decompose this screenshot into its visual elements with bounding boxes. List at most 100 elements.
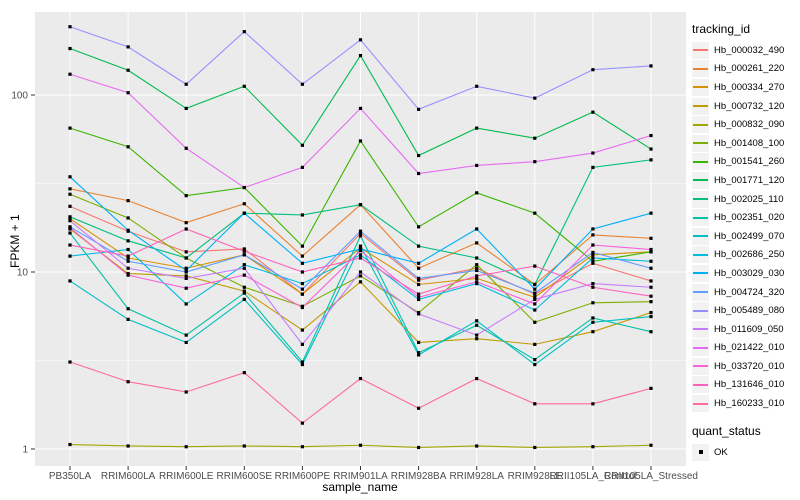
data-point [358,38,363,42]
data-point [533,308,537,312]
line-swatch-icon [693,49,708,52]
data-point [358,249,363,253]
data-point [649,158,653,162]
line-swatch-icon [693,179,708,182]
legend-item: Hb_004724_320 [692,283,800,302]
legend-item-label: Hb_002499_070 [714,230,785,242]
legend-key [692,190,709,208]
line-swatch-icon [693,142,708,145]
data-point [475,84,479,88]
legend-item: Hb_002686_250 [692,246,800,265]
data-point [358,229,363,233]
legend-key [692,209,709,227]
data-point [533,282,537,287]
data-point [417,282,421,287]
data-point [649,133,653,138]
data-point [358,376,363,381]
data-point [417,295,421,299]
legend-key [692,264,709,282]
data-point [126,317,130,321]
data-point [358,139,363,143]
data-point [591,281,595,286]
data-point [475,276,479,281]
data-point [126,247,130,252]
data-point [68,187,72,191]
data-point [533,342,537,346]
line-swatch-icon [693,253,708,256]
data-point [358,274,363,278]
data-point [184,340,188,345]
data-point [591,68,595,72]
data-point [68,231,72,235]
data-point [126,254,130,258]
legend-item-label: Hb_011609_050 [714,323,784,335]
legend-item-label: Hb_000261_220 [714,63,785,75]
legend-item-label: Hb_033720_010 [714,360,785,372]
x-tick-label: RRIM901LA [333,471,388,482]
data-point [649,310,653,315]
legend-key [692,41,709,59]
data-point [475,227,479,231]
data-point [300,292,304,296]
data-point [417,107,421,111]
data-point [591,250,595,255]
line-swatch-icon [693,235,708,238]
data-point [242,84,246,88]
data-point [126,68,130,72]
data-point [591,227,595,231]
legend-items: Hb_000032_490 Hb_000261_220 Hb_000334_270 H… [692,41,800,413]
legend: tracking_id Hb_000032_490 Hb_000261_220 Hb… [692,22,800,461]
line-swatch-icon [693,105,708,108]
y-tick-label: 1 [22,445,28,456]
legend-item-label: Hb_001771_120 [714,174,785,186]
data-point [242,211,246,215]
data-point [417,153,421,158]
line-swatch-icon [693,86,708,89]
line-swatch-icon [693,291,708,294]
data-point [533,362,537,367]
data-point [649,247,653,252]
y-tick-label: 10 [17,268,29,279]
data-point [591,301,595,305]
data-point [649,279,653,283]
legend-item-label: Hb_002686_250 [714,249,785,261]
data-point [591,402,595,406]
legend-item-label: Hb_004724_320 [714,286,785,298]
data-point [242,289,246,293]
legend-item-label: Hb_000832_090 [714,119,785,131]
data-point [126,444,130,448]
x-tick-label: RRII105LA_Stressed [604,471,698,482]
data-point [417,292,421,296]
data-point [591,253,595,257]
data-point [649,250,653,254]
data-point [591,261,595,265]
data-point [126,228,130,232]
data-point [300,445,304,449]
y-tick-label: 100 [11,91,28,102]
data-point [475,191,479,195]
legend-item: Hb_131646_010 [692,376,800,395]
legend-item: Hb_001541_260 [692,153,800,172]
legend-item-label: Hb_001408_100 [714,137,785,149]
data-point [417,340,421,345]
data-point [591,256,595,260]
legend-key [692,246,709,264]
data-point [358,253,363,257]
data-point [649,147,653,151]
data-point [126,380,130,384]
data-point [591,445,595,449]
legend-key [692,443,709,461]
data-point [417,312,421,316]
data-point [649,386,653,390]
data-point [300,213,304,217]
data-point [126,239,130,243]
data-point [68,217,72,221]
data-point [126,259,130,263]
data-point [68,360,72,364]
legend-key [692,153,709,171]
data-point [533,211,537,215]
data-point [417,278,421,282]
data-point [591,233,595,237]
legend-key [692,78,709,96]
data-point [126,199,130,203]
